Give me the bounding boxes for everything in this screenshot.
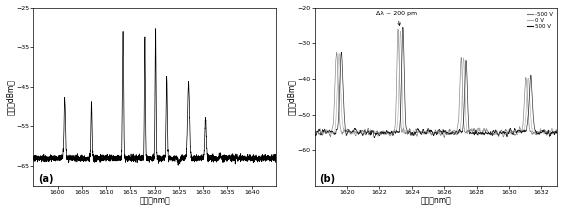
Legend: -500 V, 0 V, 500 V: -500 V, 0 V, 500 V	[525, 10, 555, 31]
Text: (a): (a)	[38, 174, 53, 184]
Text: Δλ ~ 200 pm: Δλ ~ 200 pm	[376, 11, 417, 26]
Y-axis label: 功率（dBm）: 功率（dBm）	[287, 79, 296, 115]
Y-axis label: 功率（dBm）: 功率（dBm）	[6, 79, 15, 115]
X-axis label: 波长（nm）: 波长（nm）	[139, 196, 170, 206]
Text: (b): (b)	[320, 174, 336, 184]
X-axis label: 波长（nm）: 波长（nm）	[421, 196, 452, 206]
